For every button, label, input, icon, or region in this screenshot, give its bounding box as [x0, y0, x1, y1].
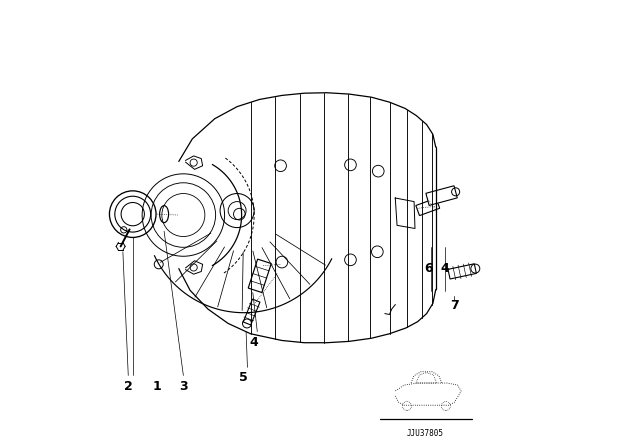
Polygon shape [416, 198, 440, 215]
Text: 5: 5 [239, 370, 248, 384]
Polygon shape [426, 186, 457, 206]
Polygon shape [243, 299, 260, 325]
Text: 4: 4 [440, 262, 449, 276]
Polygon shape [448, 264, 476, 279]
Text: 1: 1 [152, 379, 161, 393]
Text: 6: 6 [424, 262, 433, 276]
Text: 2: 2 [124, 379, 132, 393]
Polygon shape [248, 259, 271, 293]
Text: 7: 7 [450, 299, 459, 312]
Text: 4: 4 [250, 336, 258, 349]
Text: JJU37805: JJU37805 [407, 429, 444, 438]
Text: 3: 3 [179, 379, 188, 393]
